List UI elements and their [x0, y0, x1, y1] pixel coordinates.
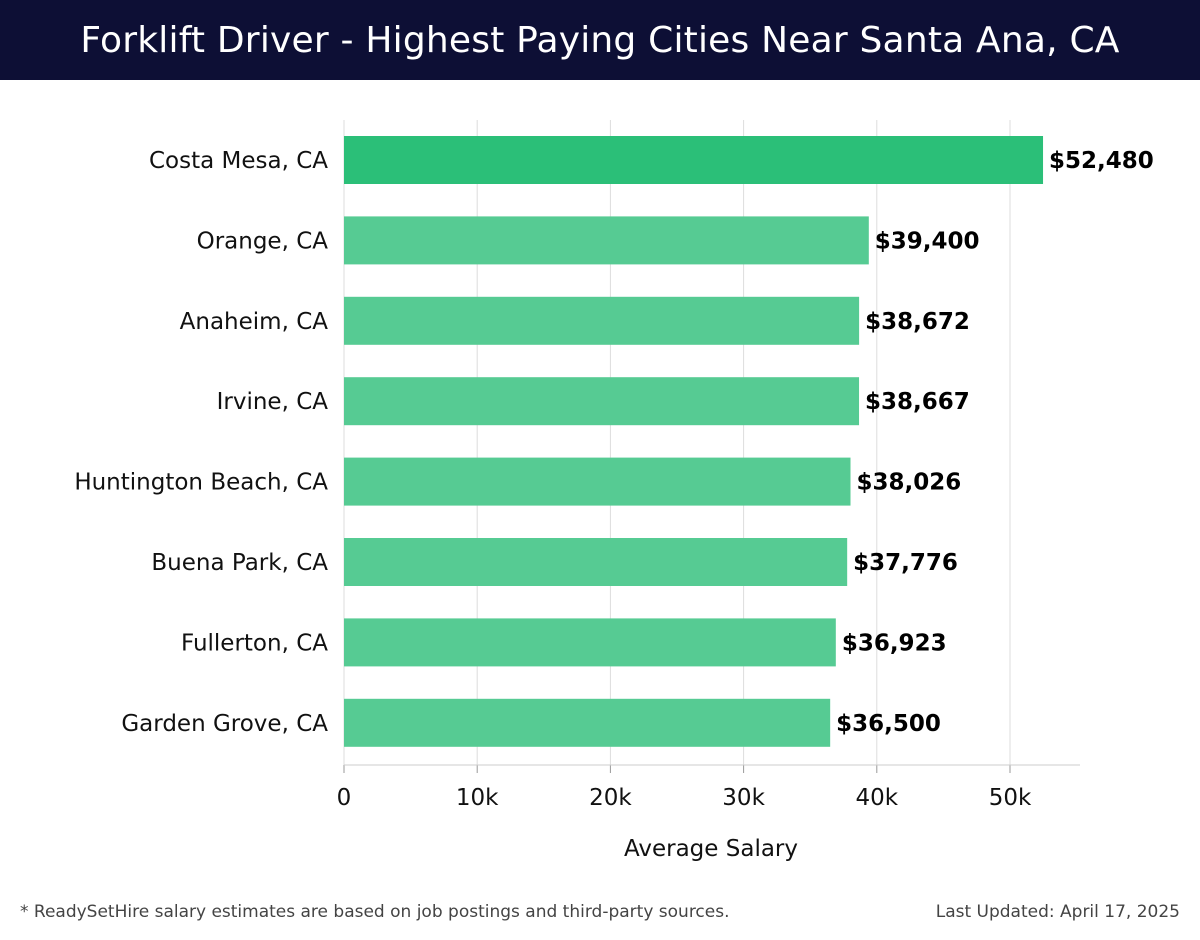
chart-title: Forklift Driver - Highest Paying Cities …	[80, 19, 1120, 61]
value-label: $39,400	[875, 228, 980, 254]
category-label: Orange, CA	[197, 228, 329, 254]
x-tick-label: 50k	[989, 785, 1032, 811]
bar	[344, 698, 831, 747]
category-label: Huntington Beach, CA	[74, 470, 328, 496]
value-label: $38,026	[857, 470, 962, 496]
bar	[344, 296, 860, 345]
category-label: Buena Park, CA	[151, 550, 328, 576]
category-label: Costa Mesa, CA	[149, 148, 328, 174]
bar	[344, 618, 836, 667]
x-tick-label: 10k	[456, 785, 499, 811]
value-label: $38,672	[865, 309, 970, 335]
x-axis: 0 10k 20k 30k 40k 50k	[337, 764, 1080, 811]
category-label: Anaheim, CA	[180, 309, 329, 335]
x-tick-label: 30k	[722, 785, 765, 811]
bar	[344, 216, 869, 265]
category-labels: Costa Mesa, CA Orange, CA Anaheim, CA Irvin…	[74, 148, 328, 737]
value-labels: $52,480 $39,400 $38,672 $38,667 $38,026 $37,7…	[836, 148, 1154, 737]
bar	[344, 538, 848, 586]
x-tick-label: 0	[337, 785, 352, 811]
bar	[344, 377, 860, 426]
bar	[344, 457, 851, 506]
value-label: $37,776	[853, 550, 958, 576]
bars	[344, 136, 1044, 747]
category-label: Garden Grove, CA	[121, 711, 328, 737]
value-label: $36,923	[842, 630, 947, 656]
category-label: Fullerton, CA	[181, 630, 328, 656]
last-updated: Last Updated: April 17, 2025	[935, 902, 1180, 922]
value-label: $38,667	[865, 389, 970, 415]
x-tick-label: 40k	[856, 785, 899, 811]
chart-header: Forklift Driver - Highest Paying Cities …	[0, 0, 1200, 80]
value-label: $36,500	[836, 711, 941, 737]
category-label: Irvine, CA	[217, 389, 329, 415]
bar-chart: 0 10k 20k 30k 40k 50k Costa Mesa, CA Orange, C…	[74, 120, 1154, 862]
x-axis-title: Average Salary	[624, 836, 798, 862]
value-label: $52,480	[1049, 148, 1154, 174]
x-tick-label: 20k	[589, 785, 632, 811]
bar	[344, 136, 1044, 184]
footer-disclaimer: * ReadySetHire salary estimates are base…	[20, 902, 730, 922]
